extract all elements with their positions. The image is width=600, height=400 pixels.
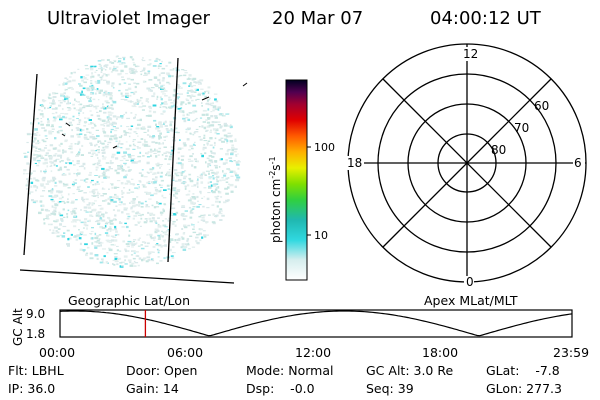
altitude-timeline: GC Alt 9.0 1.8 xyxy=(11,307,573,346)
status-seq: Seq: 39 xyxy=(366,381,414,396)
timeline-x-tick: 06:00 xyxy=(167,345,204,360)
polar-mlt-plot: 12 18 6 0 60 70 80 xyxy=(346,43,587,289)
uv-image-panel xyxy=(19,55,248,284)
colorbar-unit-label: photon cm-2s-1 xyxy=(268,156,283,243)
status-gain: Gain: 14 xyxy=(126,381,179,396)
instrument-title: Ultraviolet Imager xyxy=(47,8,210,29)
timeline-left-title: Geographic Lat/Lon xyxy=(68,293,190,308)
status-mode: Mode: Normal xyxy=(246,363,334,378)
image-border-bottom xyxy=(19,269,235,284)
image-tick-mark xyxy=(65,122,71,127)
status-glon: GLon: 277.3 xyxy=(486,381,562,396)
mlt-label-dawn: 6 xyxy=(574,156,582,170)
polar-meridian-diag xyxy=(382,78,552,248)
mlt-label-noon: 12 xyxy=(463,47,478,61)
lat-label-80: 80 xyxy=(491,143,506,157)
status-filter: Flt: LBHL xyxy=(8,363,64,378)
timeline-x-tick: 00:00 xyxy=(39,345,76,360)
status-dsp: Dsp: -0.0 xyxy=(246,381,315,396)
status-door: Door: Open xyxy=(126,363,198,378)
status-gc-alt: GC Alt: 3.0 Re xyxy=(366,363,454,378)
timeline-x-tick: 18:00 xyxy=(422,345,459,360)
status-ip: IP: 36.0 xyxy=(8,381,56,396)
colorbar-tick-label: 10 xyxy=(314,229,328,242)
timeline-y-tick: 1.8 xyxy=(26,327,45,341)
image-tick-mark xyxy=(201,96,210,101)
timeline-axis-label: GC Alt xyxy=(11,308,25,346)
image-tick-mark xyxy=(61,133,66,137)
mlt-label-midnight: 0 xyxy=(466,275,474,289)
timeline-frame xyxy=(59,309,573,338)
colorbar: 100 10 photon cm-2s-1 xyxy=(268,79,335,281)
altitude-curve xyxy=(59,310,573,337)
colorbar-tick-label: 100 xyxy=(314,141,335,154)
observation-date: 20 Mar 07 xyxy=(272,8,364,29)
image-tick-mark xyxy=(112,145,118,149)
observation-time: 04:00:12 UT xyxy=(430,8,541,29)
image-border-right xyxy=(167,57,179,263)
aurora-speckle-field xyxy=(23,55,241,268)
lat-label-70: 70 xyxy=(514,121,529,135)
image-border-left xyxy=(23,73,38,256)
timeline-y-tick: 9.0 xyxy=(26,307,45,321)
status-glat: GLat: -7.8 xyxy=(486,363,560,378)
lat-label-60: 60 xyxy=(534,99,549,113)
image-tick-mark xyxy=(242,82,248,87)
timeline-x-tick: 12:00 xyxy=(295,345,332,360)
timeline-x-tick: 23:59 xyxy=(553,345,590,360)
colorbar-gradient xyxy=(285,79,308,281)
timeline-right-title: Apex MLat/MLT xyxy=(424,293,518,308)
mlt-label-dusk: 18 xyxy=(347,156,362,170)
